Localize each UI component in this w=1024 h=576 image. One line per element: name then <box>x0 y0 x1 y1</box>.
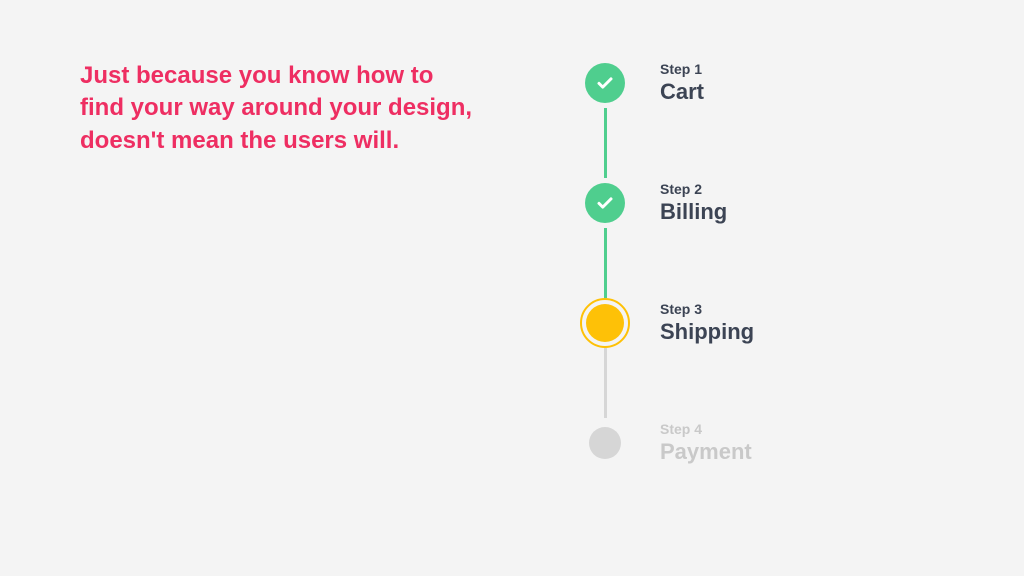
step-number-label: Step 4 <box>660 421 752 437</box>
step-title: Payment <box>660 439 752 465</box>
step-shipping[interactable]: Step 3 Shipping <box>580 298 960 348</box>
step-number-label: Step 2 <box>660 181 727 197</box>
check-icon <box>596 194 614 212</box>
check-icon <box>596 74 614 92</box>
step-node-completed <box>585 183 625 223</box>
step-billing[interactable]: Step 2 Billing <box>580 178 960 228</box>
step-cart[interactable]: Step 1 Cart <box>580 58 960 108</box>
checkout-stepper: Step 1CartStep 2BillingStep 3ShippingSte… <box>580 58 960 468</box>
step-payment[interactable]: Step 4 Payment <box>580 418 960 468</box>
step-number-label: Step 3 <box>660 301 754 317</box>
step-connector <box>604 228 607 298</box>
quote-text: Just because you know how to find your w… <box>80 60 480 157</box>
step-node-current-fill <box>586 304 624 342</box>
step-connector <box>604 108 607 178</box>
step-node-completed <box>585 63 625 103</box>
step-connector <box>604 348 607 418</box>
step-node-current <box>580 298 630 348</box>
step-title: Billing <box>660 199 727 225</box>
step-title: Cart <box>660 79 704 105</box>
step-title: Shipping <box>660 319 754 345</box>
step-node-upcoming <box>589 427 621 459</box>
step-number-label: Step 1 <box>660 61 704 77</box>
